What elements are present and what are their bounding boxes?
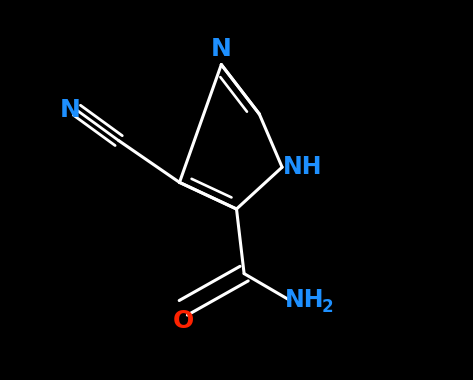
Text: NH: NH <box>283 155 323 179</box>
Text: N: N <box>60 98 80 122</box>
Text: 2: 2 <box>322 298 333 316</box>
Text: N: N <box>211 37 232 62</box>
Text: O: O <box>173 309 194 333</box>
Text: NH: NH <box>284 288 324 312</box>
